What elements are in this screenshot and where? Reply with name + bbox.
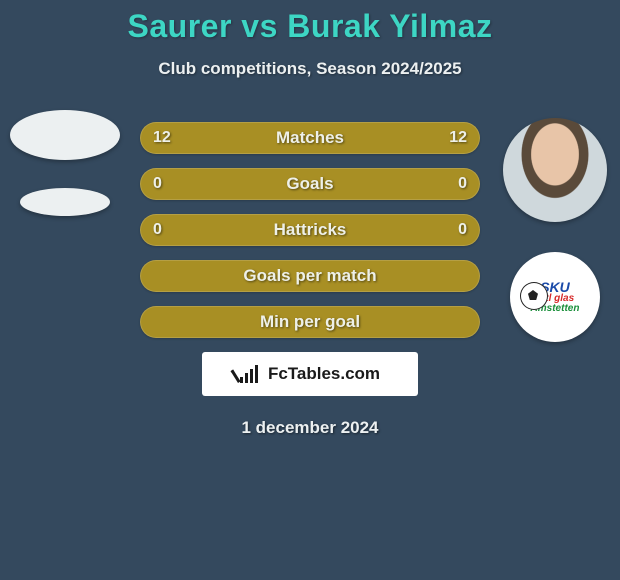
stat-left-value: 12 xyxy=(153,129,171,147)
comparison-card: Saurer vs Burak Yilmaz Club competitions… xyxy=(0,0,620,445)
stat-label: Min per goal xyxy=(260,312,360,332)
date-label: 1 december 2024 xyxy=(140,418,480,438)
right-player-column: SKU ertl glas Amstetten xyxy=(490,118,620,342)
left-player-avatar xyxy=(10,110,120,160)
stat-label: Goals per match xyxy=(243,266,376,286)
stat-bar: Goals per match xyxy=(140,260,480,292)
subtitle: Club competitions, Season 2024/2025 xyxy=(0,59,620,79)
stat-bar: 0 Hattricks 0 xyxy=(140,214,480,246)
stat-left-value: 0 xyxy=(153,221,162,239)
stat-right-value: 0 xyxy=(458,175,467,193)
brand-text: FcTables.com xyxy=(268,364,380,384)
right-club-badge: SKU ertl glas Amstetten xyxy=(510,252,600,342)
page-title: Saurer vs Burak Yilmaz xyxy=(0,0,620,45)
brand-box: FcTables.com xyxy=(202,352,418,396)
left-player-column xyxy=(0,110,130,216)
stat-bar: Min per goal xyxy=(140,306,480,338)
soccer-ball-icon xyxy=(520,282,548,310)
stat-right-value: 12 xyxy=(449,129,467,147)
stat-label: Hattricks xyxy=(274,220,347,240)
stat-bar: 0 Goals 0 xyxy=(140,168,480,200)
stats-bars: 12 Matches 12 0 Goals 0 0 Hattricks 0 Go… xyxy=(140,122,480,438)
stat-label: Matches xyxy=(276,128,344,148)
left-club-badge xyxy=(20,188,110,216)
bar-chart-icon xyxy=(240,365,262,383)
stat-left-value: 0 xyxy=(153,175,162,193)
stat-label: Goals xyxy=(286,174,333,194)
stat-right-value: 0 xyxy=(458,221,467,239)
right-player-avatar xyxy=(503,118,607,222)
stat-bar: 12 Matches 12 xyxy=(140,122,480,154)
